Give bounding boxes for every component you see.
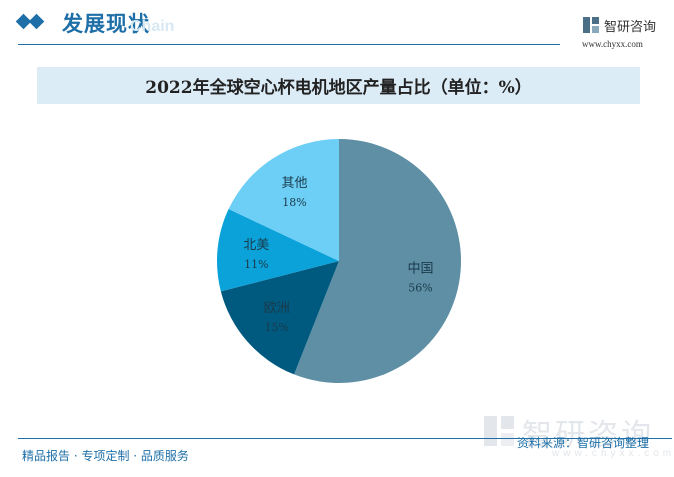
report-header: 发展现状 Chain 智研咨询 www.chyxx.com [0, 0, 674, 49]
pie-slice [294, 139, 462, 383]
brand-url: www.chyxx.com [582, 39, 643, 49]
pie-slice [220, 261, 339, 375]
header-divider [18, 44, 560, 45]
section-title: 发展现状 [62, 12, 150, 36]
chart-title-band: 2022年全球空心杯电机地区产量占比（单位：%） [37, 67, 640, 104]
watermark-logo-icon [484, 416, 514, 446]
slice-label: 其他 [281, 176, 307, 191]
slice-label: 中国 [407, 262, 433, 277]
watermark-url: www.chyxx.com [552, 448, 674, 459]
pie-slice [216, 209, 339, 292]
chart-title: 2022年全球空心杯电机地区产量占比（单位：%） [145, 78, 532, 98]
source-note: 资料来源：智研咨询整理 [517, 436, 650, 450]
background-watermark: 智研咨询 www.chyxx.com [482, 410, 672, 460]
pie-slice [228, 139, 339, 261]
watermark-name: 智研咨询 [522, 418, 654, 453]
slice-label: 欧洲 [264, 301, 290, 316]
brand-name: 智研咨询 [604, 20, 657, 35]
header-watermark-text: Chain [130, 18, 175, 35]
slice-label: 北美 [243, 238, 269, 253]
footer-tagline: 精品报告 · 专项定制 · 品质服务 [22, 449, 189, 463]
footer-divider [18, 438, 672, 439]
brand-logo-icon [583, 17, 599, 33]
slice-value-label: 56% [408, 282, 432, 295]
slice-value-label: 18% [282, 196, 306, 209]
slice-value-label: 15% [265, 321, 289, 334]
brand-logo: 智研咨询 www.chyxx.com [582, 14, 672, 54]
slice-value-label: 11% [244, 258, 268, 271]
